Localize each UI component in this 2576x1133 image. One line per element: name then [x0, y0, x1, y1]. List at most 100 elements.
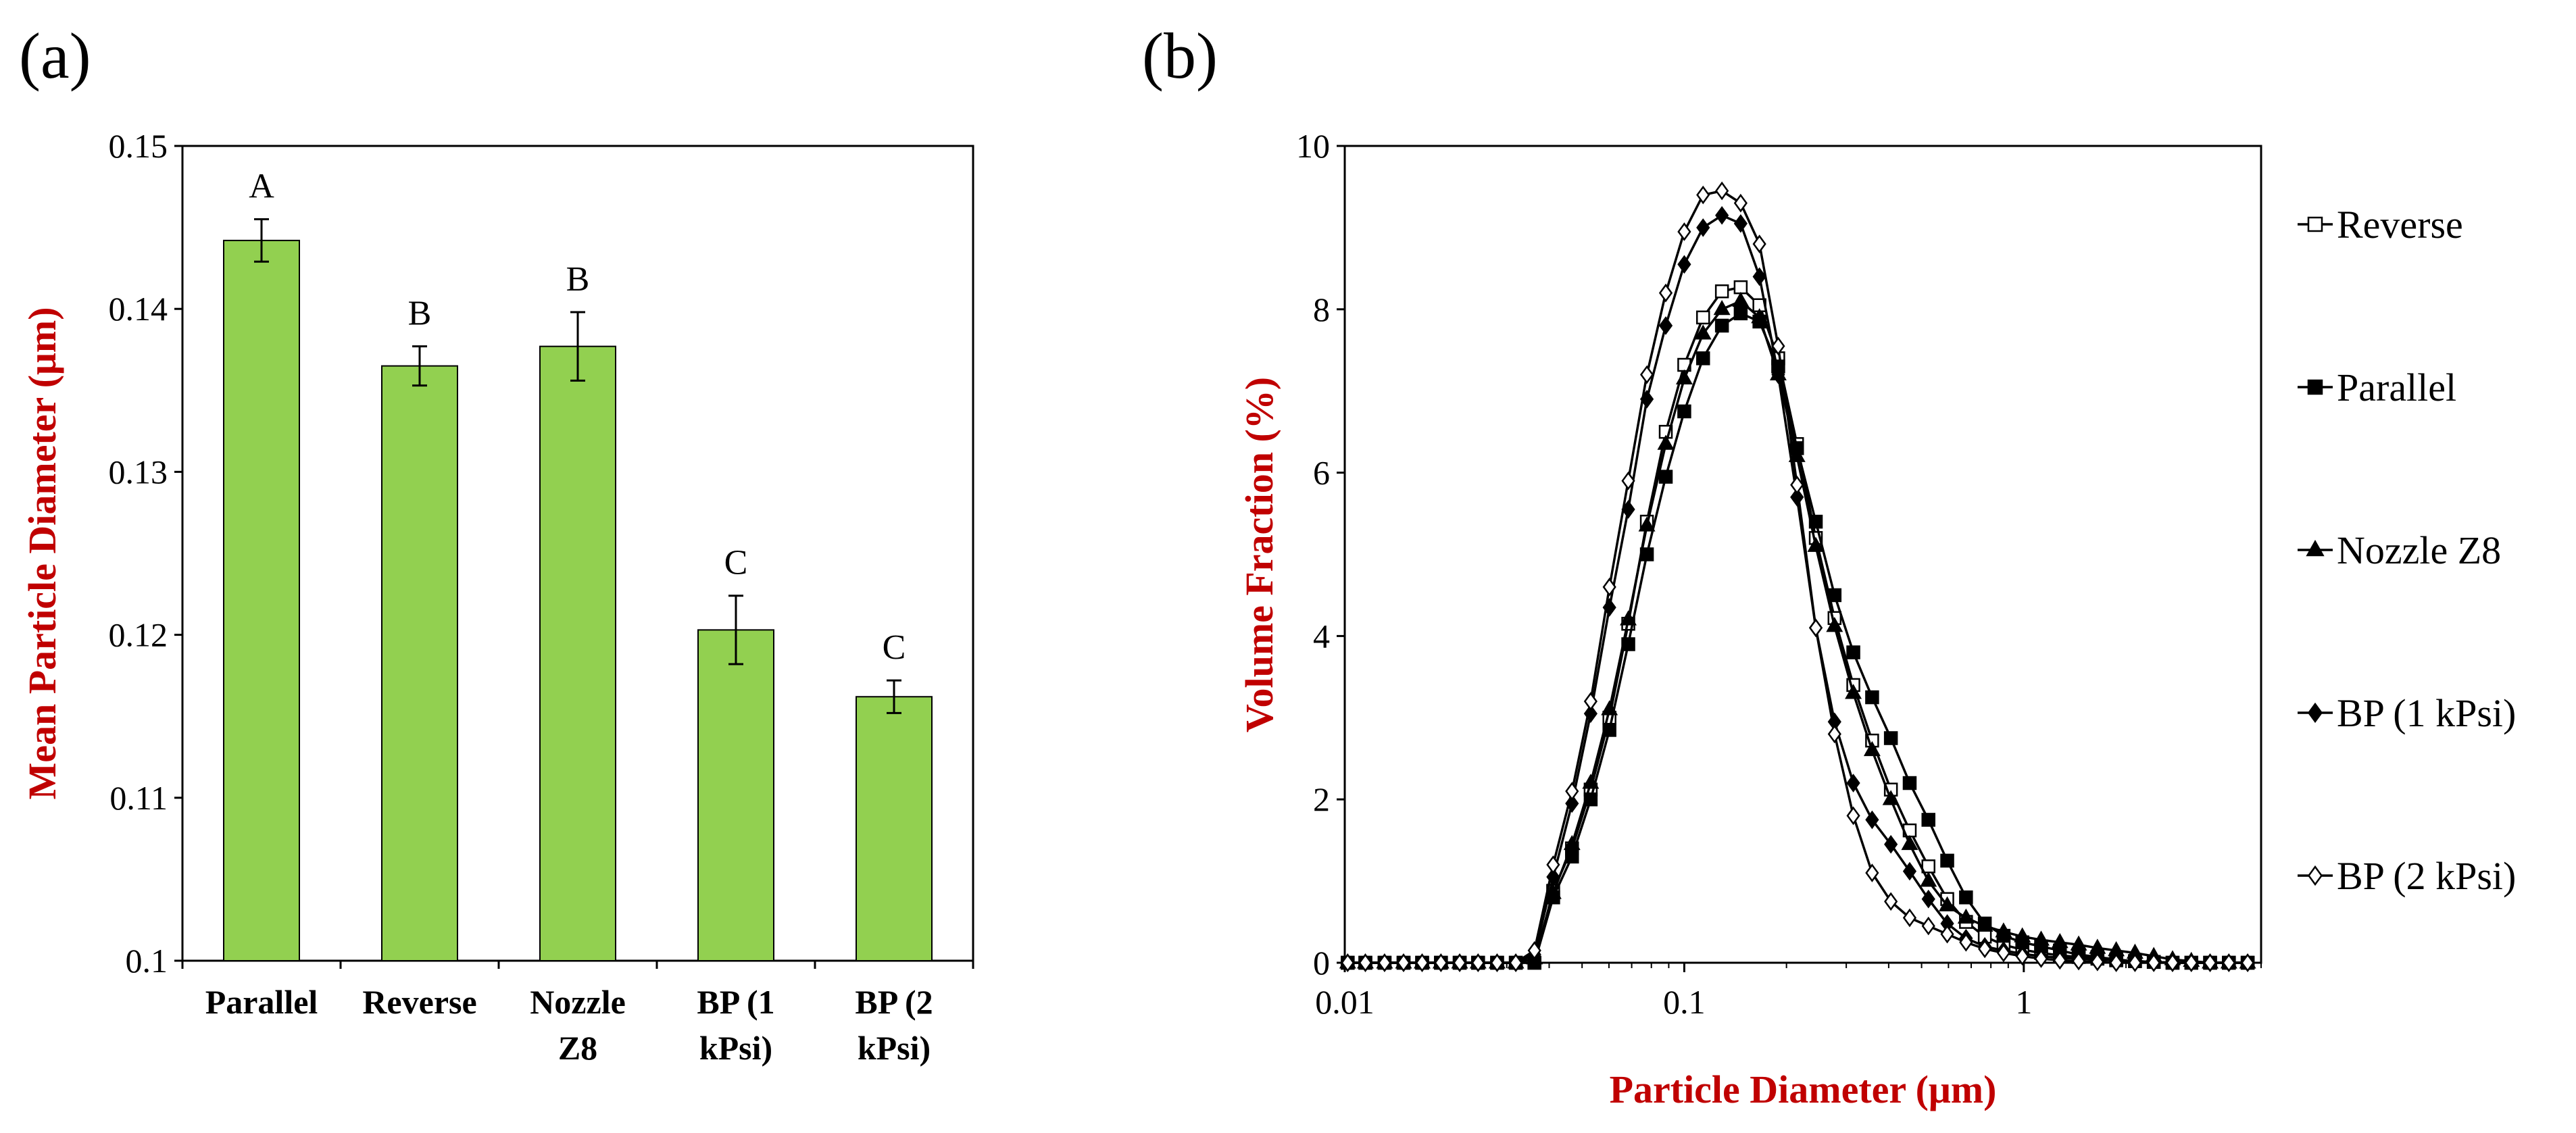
data-point — [1733, 280, 1748, 295]
category-label: BP (1 — [697, 983, 774, 1021]
data-point — [1959, 932, 1973, 952]
data-point — [1658, 283, 1673, 303]
data-point — [1996, 943, 2010, 963]
data-point — [1696, 185, 1710, 205]
data-point — [1826, 617, 1843, 632]
data-point — [1939, 896, 1956, 911]
data-point — [2014, 927, 2031, 942]
y-tick-label-a: 0.11 — [109, 779, 168, 817]
series-line — [1347, 213, 2248, 964]
data-point — [1827, 724, 1841, 744]
category-label-line2: Z8 — [558, 1029, 597, 1067]
bar-chart-panel: 0.1 0.11 0.12 0.13 0.14 0.15 A B B C C Parallel Re… — [20, 127, 974, 1067]
data-point — [1396, 953, 1411, 972]
data-point — [1582, 774, 1600, 789]
bar — [223, 239, 300, 961]
data-point — [1884, 834, 1898, 854]
series-reverse — [1341, 280, 2255, 970]
data-point — [1601, 700, 1618, 715]
data-point — [1863, 740, 1881, 757]
y-tick-label-b: 6 — [1313, 454, 1330, 492]
data-point — [1509, 953, 1523, 972]
data-point — [1865, 863, 1879, 882]
legend-marker — [2307, 702, 2323, 724]
y-tick-label-a: 0.13 — [109, 453, 168, 490]
data-point — [2128, 953, 2142, 972]
category-label: Reverse — [362, 983, 476, 1021]
data-point — [1790, 488, 1804, 507]
data-point — [1921, 916, 1935, 936]
category-label: Nozzle — [530, 983, 626, 1021]
data-point — [1902, 776, 1917, 790]
significance-letter: C — [883, 628, 906, 667]
plot-area-b — [1343, 145, 2262, 964]
data-point — [1733, 193, 1748, 213]
legend-entry: BP (2 kPsi) — [2337, 854, 2516, 898]
data-point — [2241, 953, 2255, 972]
legend-entry: Parallel — [2337, 366, 2456, 409]
data-point — [1563, 834, 1581, 851]
x-axis-title-b: Particle Diameter (μm) — [1610, 1067, 1997, 1111]
panel-a-label: (a) — [19, 20, 91, 92]
data-point — [1752, 267, 1766, 286]
y-tick-label-b: 2 — [1313, 780, 1330, 818]
data-point — [1807, 536, 1825, 552]
data-point — [2034, 949, 2048, 968]
data-point — [1732, 291, 1750, 307]
category-label-line2: kPsi) — [858, 1029, 931, 1067]
data-point — [1621, 471, 1635, 490]
data-point — [1714, 318, 1729, 333]
y-axis-title-b: Volume Fraction (%) — [1237, 377, 1281, 732]
data-point — [1341, 953, 1355, 972]
data-point — [2051, 932, 2069, 949]
series-parallel — [1341, 306, 2255, 970]
series-bp-1-kpsi — [1341, 205, 2255, 972]
data-point — [2032, 930, 2050, 946]
data-point — [1959, 890, 1973, 905]
legend-marker — [2307, 216, 2323, 232]
data-point — [1995, 922, 2012, 938]
data-point — [1677, 255, 1691, 274]
category-label: BP (2 — [855, 983, 933, 1021]
data-point — [1602, 578, 1616, 597]
data-point — [1901, 834, 1918, 851]
data-point — [1490, 953, 1504, 972]
data-point — [1865, 810, 1879, 830]
data-point — [2147, 953, 2161, 972]
bar — [381, 365, 458, 961]
data-point — [1902, 861, 1917, 881]
y-axis-title-a: Mean Particle Diameter (μm) — [20, 307, 64, 799]
data-point — [1358, 953, 1372, 972]
y-tick-label-b: 8 — [1313, 291, 1330, 328]
data-point — [1920, 872, 1937, 887]
y-tick-label-a: 0.12 — [109, 616, 168, 654]
data-point — [1565, 794, 1579, 813]
data-point — [1865, 690, 1879, 705]
data-point — [2090, 952, 2104, 972]
data-point — [1883, 731, 1898, 745]
data-point — [1658, 316, 1673, 335]
legend-entry: BP (1 kPsi) — [2337, 691, 2516, 735]
series-line — [1347, 311, 2248, 964]
data-point — [1527, 941, 1541, 960]
data-point — [1714, 284, 1729, 299]
data-point — [2015, 947, 2029, 966]
y-tick-label-b: 10 — [1296, 127, 1330, 165]
line-chart-panel: 0 2 4 6 8 10 0.01 0.1 1 Reverse Parallel Nozzle Z8… — [1237, 127, 2516, 1111]
data-point — [1771, 336, 1785, 356]
data-point — [2203, 953, 2217, 972]
data-point — [2165, 953, 2180, 972]
data-point — [2071, 951, 2086, 971]
bar — [539, 345, 616, 961]
data-point — [1452, 953, 1467, 972]
data-point — [1377, 953, 1392, 972]
bar — [697, 629, 774, 961]
data-point — [1808, 618, 1823, 638]
data-point — [2184, 953, 2198, 972]
data-point — [1657, 434, 1675, 450]
legend-entry: Nozzle Z8 — [2337, 528, 2501, 572]
series-line — [1347, 299, 2248, 964]
data-point — [1583, 692, 1597, 711]
data-point — [2109, 953, 2123, 972]
